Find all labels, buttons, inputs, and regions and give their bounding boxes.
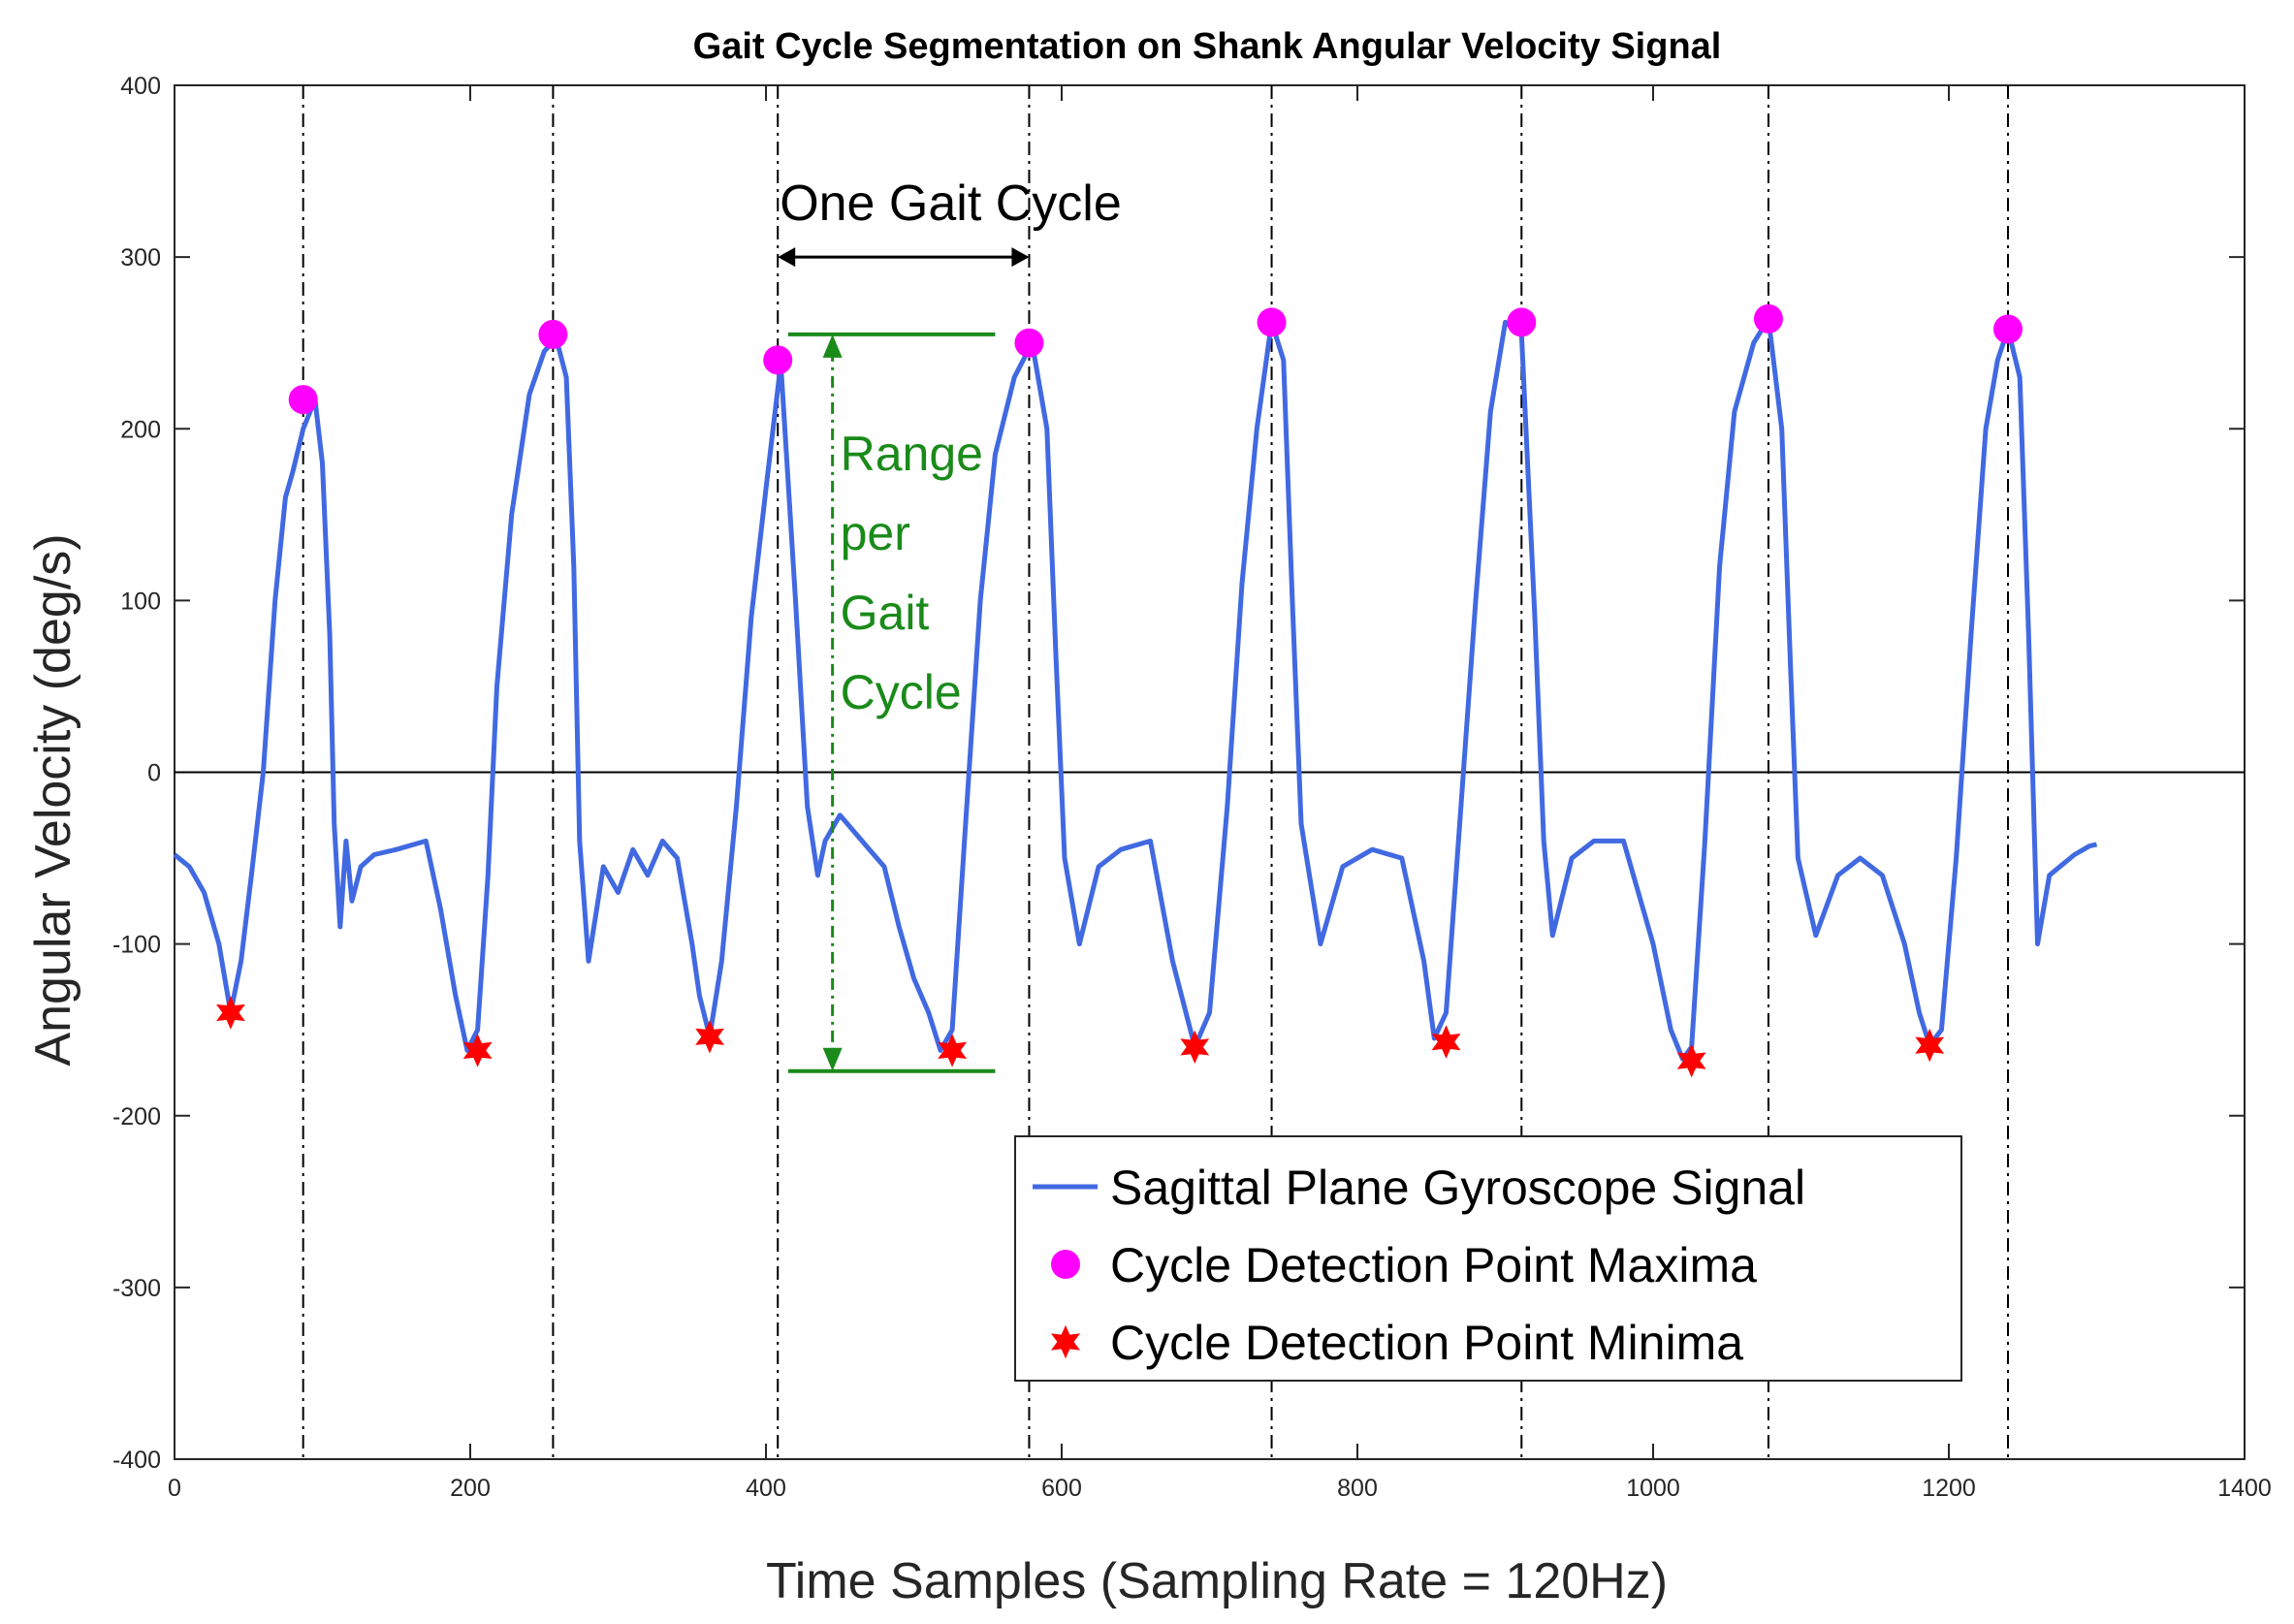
- minima-point: [462, 1034, 493, 1067]
- minima-point: [1676, 1043, 1706, 1078]
- minima-point: [1915, 1028, 1945, 1063]
- y-tick-label: -400: [112, 1447, 161, 1474]
- y-tick-label: -300: [112, 1275, 161, 1302]
- maxima-point: [1257, 307, 1287, 337]
- maxima-point: [538, 319, 568, 349]
- maxima-point: [288, 385, 318, 415]
- y-tick-label: 100: [120, 588, 161, 615]
- maxima-point: [1014, 328, 1044, 358]
- y-tick-label: 0: [147, 760, 161, 787]
- maxima-point: [1507, 307, 1537, 337]
- x-tick-label: 600: [1041, 1475, 1082, 1502]
- minima-point: [216, 996, 245, 1030]
- one-cycle-label: One Gait Cycle: [780, 175, 1122, 232]
- x-tick-label: 1400: [2217, 1475, 2272, 1502]
- x-tick-label: 400: [746, 1475, 786, 1502]
- range-label-line: Cycle: [841, 665, 962, 719]
- range-label-line: Range: [841, 427, 983, 481]
- maxima-point: [1753, 303, 1783, 334]
- x-tick-label: 200: [450, 1475, 491, 1502]
- range-label-line: Gait: [841, 586, 930, 640]
- y-tick-label: 300: [120, 244, 161, 271]
- minima-point: [695, 1020, 724, 1054]
- maxima-point: [763, 345, 793, 375]
- minima-point: [1431, 1025, 1461, 1059]
- y-tick-label: -200: [112, 1103, 161, 1130]
- legend-entry: Sagittal Plane Gyroscope Signal: [1110, 1161, 1805, 1215]
- x-tick-label: 1200: [1922, 1475, 1976, 1502]
- legend-entry: Cycle Detection Point Minima: [1110, 1316, 1743, 1370]
- minima-point: [1180, 1030, 1210, 1065]
- y-axis-label: Angular Velocity (deg/s): [25, 533, 81, 1066]
- x-tick-label: 800: [1337, 1475, 1378, 1502]
- legend-maxima-swatch: [1051, 1250, 1080, 1279]
- legend-box: [1014, 1135, 1962, 1382]
- y-tick-label: 400: [120, 73, 161, 100]
- maxima-point: [1993, 314, 2023, 344]
- one-cycle-arrowhead-right: [1011, 247, 1030, 268]
- minima-point: [938, 1034, 968, 1067]
- legend-minima-swatch: [1051, 1324, 1080, 1359]
- one-cycle-arrowhead-left: [778, 247, 796, 268]
- range-arrowhead-top: [822, 334, 843, 358]
- chart-title: Gait Cycle Segmentation on Shank Angular…: [693, 26, 1722, 67]
- legend-entry: Cycle Detection Point Maxima: [1110, 1238, 1757, 1292]
- x-tick-label: 1000: [1626, 1475, 1680, 1502]
- x-tick-label: 0: [168, 1475, 181, 1502]
- y-tick-label: 200: [120, 416, 161, 443]
- y-tick-label: -100: [112, 932, 161, 959]
- range-arrowhead-bottom: [822, 1047, 843, 1071]
- x-axis-label: Time Samples (Sampling Rate = 120Hz): [766, 1553, 1668, 1609]
- range-label-line: per: [841, 506, 910, 560]
